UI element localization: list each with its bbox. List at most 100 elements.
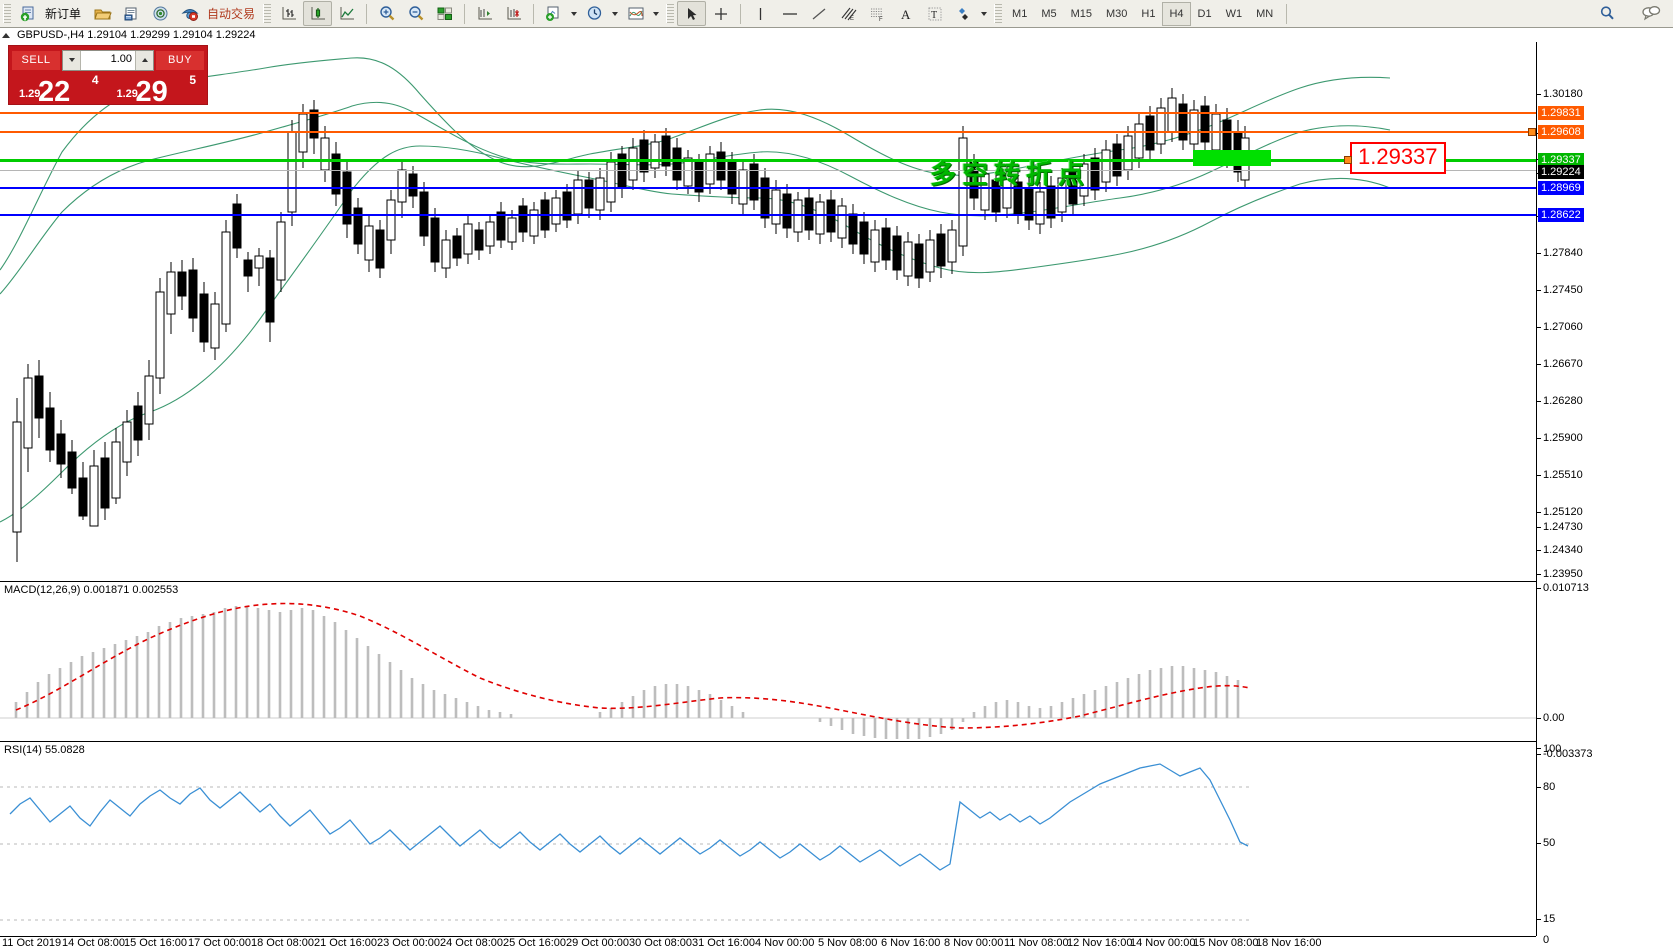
toolbar-grip[interactable]	[3, 4, 11, 23]
price-box-resistance-1[interactable]: 1.29831	[1538, 106, 1584, 120]
period-dropdown-arrow[interactable]	[612, 11, 619, 16]
auto-scroll-button[interactable]	[499, 1, 528, 26]
sell-price-prefix: 1.29	[19, 88, 41, 100]
indicator-dropdown-arrow[interactable]	[653, 11, 660, 16]
price-scale[interactable]: 1.30180 1.29790 1.29400 1.29010 1.28230 …	[1536, 42, 1673, 946]
resistance-line-2-anchor[interactable]	[1528, 128, 1536, 136]
timeframe-d1[interactable]: D1	[1197, 8, 1212, 20]
trendline-button[interactable]	[804, 1, 833, 26]
time-tick: 11 Nov 08:00	[1004, 937, 1069, 949]
text-button[interactable]: A	[891, 1, 920, 26]
macd-label: MACD(12,26,9) 0.001871 0.002553	[4, 584, 179, 596]
time-tick: 6 Nov 16:00	[881, 937, 941, 949]
price-tick: 1.30180	[1543, 88, 1583, 100]
timeframe-h1[interactable]: H1	[1141, 8, 1156, 20]
candlestick-chart-button[interactable]	[303, 1, 333, 26]
volume-dropdown-button[interactable]	[63, 50, 81, 70]
collapse-triangle-icon[interactable]	[2, 32, 10, 38]
crosshair-button[interactable]	[706, 1, 735, 26]
price-box-turning[interactable]: 1.29337	[1538, 153, 1584, 167]
buy-price[interactable]: 1.29 29 5	[110, 72, 205, 107]
timeframe-m30[interactable]: M30	[1106, 8, 1128, 20]
sell-button[interactable]: SELL	[12, 50, 60, 70]
new-chart-button[interactable]	[539, 1, 568, 26]
rsi-scale-tick: 100	[1543, 743, 1562, 755]
period-button[interactable]	[580, 1, 609, 26]
toolbar-grip-2[interactable]	[263, 4, 272, 23]
timeframe-h4[interactable]: H4	[1162, 1, 1191, 26]
rsi-line	[9, 763, 1249, 871]
horizontal-line-button[interactable]	[775, 1, 804, 26]
rsi-pane[interactable]: RSI(14) 55.0828	[0, 741, 1536, 937]
price-pane[interactable]: 多空转折点 1.29337	[0, 42, 1536, 579]
expert-advisor-button[interactable]	[175, 1, 204, 26]
macd-pane[interactable]: MACD(12,26,9) 0.001871 0.002553	[0, 581, 1536, 739]
new-order-button[interactable]	[14, 1, 43, 26]
time-tick: 4 Nov 00:00	[755, 937, 815, 949]
line-chart-button[interactable]	[332, 1, 361, 26]
vertical-line-button[interactable]	[746, 1, 775, 26]
network-button[interactable]	[146, 1, 175, 26]
text-label-button[interactable]: T	[920, 1, 949, 26]
buy-button[interactable]: BUY	[156, 50, 204, 70]
timeframe-mn[interactable]: MN	[1256, 8, 1274, 20]
svg-text:A: A	[901, 7, 911, 22]
volume-increment-button[interactable]	[135, 50, 153, 70]
price-tick: 1.25900	[1543, 432, 1583, 444]
cursor-button[interactable]	[677, 1, 707, 26]
fibonacci-button[interactable]: F	[862, 1, 891, 26]
indicator-button[interactable]	[621, 1, 650, 26]
toolbar-grip-3[interactable]	[666, 4, 675, 23]
timeframe-m15[interactable]: M15	[1070, 8, 1092, 20]
shapes-button[interactable]	[949, 1, 978, 26]
price-box-support-1[interactable]: 1.28969	[1538, 181, 1584, 195]
zoom-out-button[interactable]	[401, 1, 430, 26]
macd-scale-tick: 0.00	[1543, 712, 1565, 724]
support-line-1[interactable]	[0, 187, 1536, 189]
volume-value[interactable]: 1.00	[110, 52, 132, 65]
turning-point-annotation[interactable]: 多空转折点	[930, 159, 1091, 189]
search-button[interactable]	[1593, 1, 1622, 26]
print-preview-button[interactable]	[117, 1, 146, 26]
highlight-rectangle[interactable]	[1193, 150, 1271, 166]
chat-button[interactable]	[1636, 1, 1665, 26]
timeframe-w1[interactable]: W1	[1225, 8, 1243, 20]
price-callout[interactable]: 1.29337	[1350, 142, 1446, 174]
folder-button[interactable]	[88, 1, 117, 26]
price-box-bid[interactable]: 1.29224	[1538, 165, 1584, 179]
price-box-support-2[interactable]: 1.28622	[1538, 208, 1584, 222]
price-box-resistance-2[interactable]: 1.29608	[1538, 125, 1584, 139]
autotrade-label[interactable]: 自动交易	[207, 7, 256, 21]
shapes-dropdown-arrow[interactable]	[981, 11, 988, 16]
search-icon	[1600, 6, 1614, 20]
time-tick: 17 Oct 00:00	[188, 937, 251, 949]
one-click-trading-panel[interactable]: SELL 1.00 BUY 1.29 22 4 1.29 29 5	[8, 45, 208, 107]
resistance-line-2[interactable]	[0, 131, 1536, 133]
support-line-2[interactable]	[0, 214, 1536, 216]
chart-shift-button[interactable]	[470, 1, 499, 26]
price-tick: 1.25510	[1543, 469, 1583, 481]
toolbar-grip-4[interactable]	[994, 4, 1003, 23]
sell-price[interactable]: 1.29 22 4	[12, 72, 107, 107]
equidistant-channel-button[interactable]: E	[833, 1, 862, 26]
time-axis[interactable]: 11 Oct 2019 14 Oct 08:00 15 Oct 16:00 17…	[0, 936, 1536, 951]
candlestick-series	[12, 88, 1250, 562]
bar-chart-button[interactable]	[274, 1, 303, 26]
zoom-in-button[interactable]	[372, 1, 401, 26]
tile-windows-button[interactable]	[430, 1, 459, 26]
time-tick: 30 Oct 08:00	[629, 937, 692, 949]
volume-stepper[interactable]: 1.00	[62, 49, 154, 71]
buy-price-big: 29	[135, 76, 168, 108]
timeframe-m5[interactable]: M5	[1041, 8, 1057, 20]
timeframe-m1[interactable]: M1	[1012, 8, 1028, 20]
new-chart-dropdown-arrow[interactable]	[571, 11, 578, 16]
toolbar-separator-2	[464, 3, 466, 24]
toolbar-separator-4	[740, 3, 742, 24]
resistance-line-1[interactable]	[0, 112, 1536, 114]
folder-icon	[93, 9, 112, 19]
cursor-icon	[688, 7, 697, 20]
turning-point-line[interactable]	[0, 159, 1536, 162]
time-tick: 23 Oct 00:00	[377, 937, 440, 949]
callout-anchor[interactable]	[1344, 156, 1352, 164]
rsi-scale-tick: 50	[1543, 837, 1556, 849]
